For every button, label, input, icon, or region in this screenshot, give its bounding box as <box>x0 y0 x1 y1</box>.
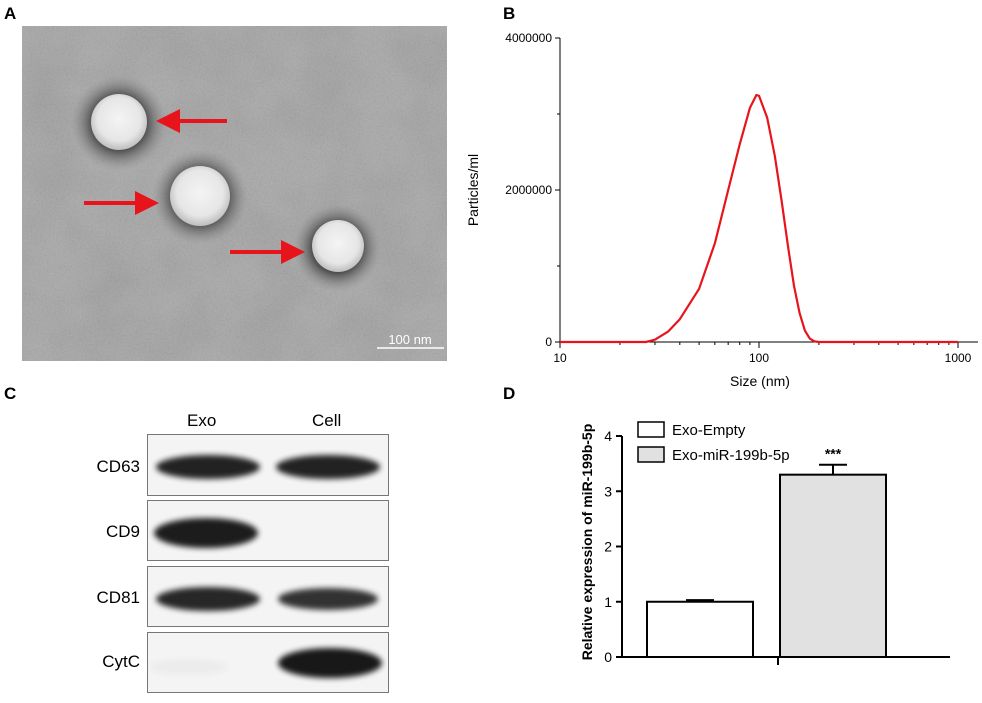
x-tick-label: 10 <box>553 351 567 365</box>
y-axis-label: Particles/ml <box>465 154 481 226</box>
band-exo <box>148 660 228 674</box>
blot-label-cytc: CytC <box>102 652 140 671</box>
blot-label-cd9: CD9 <box>105 522 140 541</box>
legend-label: Exo-miR-199b-5p <box>672 447 790 464</box>
band-exo <box>154 518 258 548</box>
chart-b-svg: Particles/ml Size (nm) 0 2000000 4000000 10… <box>465 31 978 389</box>
panel-letter-c: C <box>4 384 17 403</box>
significance-label: *** <box>825 446 842 462</box>
bar <box>779 473 887 658</box>
blot-row-cd9 <box>147 500 389 561</box>
x-tick-label: 100 <box>749 351 769 365</box>
chart-d-svg: Relative expression of miR-199b-5p 0 1 2 3 4… <box>579 421 950 665</box>
panel-letter-b: B <box>503 4 516 23</box>
blot-label-cd63: CD63 <box>96 457 140 476</box>
y-tick-label: 2 <box>604 539 612 555</box>
arrow-right-pointing <box>230 240 305 264</box>
band-cell <box>278 648 382 678</box>
y-tick-label: 4000000 <box>505 31 552 45</box>
vesicle <box>170 166 230 226</box>
band-cell <box>278 588 378 610</box>
blot-row-cd63 <box>147 434 389 496</box>
scale-bar-label: 100 nm <box>388 332 431 347</box>
arrow-left-pointing <box>156 109 227 133</box>
y-tick-label: 2000000 <box>505 183 552 197</box>
size-distribution-curve <box>560 93 958 344</box>
panel-letter-d: D <box>503 384 516 403</box>
blot-header-exo: Exo <box>187 411 217 430</box>
y-tick-label: 1 <box>604 594 612 610</box>
y-tick-label: 0 <box>604 649 612 665</box>
x-axis-label: Size (nm) <box>730 373 790 389</box>
legend-swatch <box>637 421 665 438</box>
y-axis-label: Relative expression of miR-199b-5p <box>579 424 595 661</box>
blot-label-cd81: CD81 <box>96 588 140 607</box>
y-tick-label: 3 <box>604 483 612 499</box>
legend-label: Exo-Empty <box>672 422 746 439</box>
tem-image: 100 nm <box>22 26 447 361</box>
y-tick-label: 4 <box>604 428 612 444</box>
tem-micrograph: 100 nm <box>22 26 447 361</box>
band-exo <box>156 455 260 479</box>
vesicle <box>312 220 364 272</box>
panel-letter-a: A <box>4 4 17 23</box>
blot-header-cell: Cell <box>312 411 342 430</box>
arrow-right-pointing <box>84 191 159 215</box>
x-tick-label: 1000 <box>945 351 972 365</box>
legend-swatch <box>637 446 665 463</box>
band-cell <box>276 455 380 479</box>
vesicle <box>91 94 147 150</box>
band-exo <box>156 587 260 611</box>
expression-bar-chart: Relative expression of miR-199b-5p 0 1 2 3 4… <box>520 390 980 698</box>
blot-row-cd81 <box>147 566 389 627</box>
y-tick-label: 0 <box>545 335 552 349</box>
bar <box>646 600 754 658</box>
blot-row-cytc <box>147 632 389 693</box>
size-distribution-chart: Particles/ml Size (nm) 0 2000000 4000000 10… <box>460 20 980 392</box>
